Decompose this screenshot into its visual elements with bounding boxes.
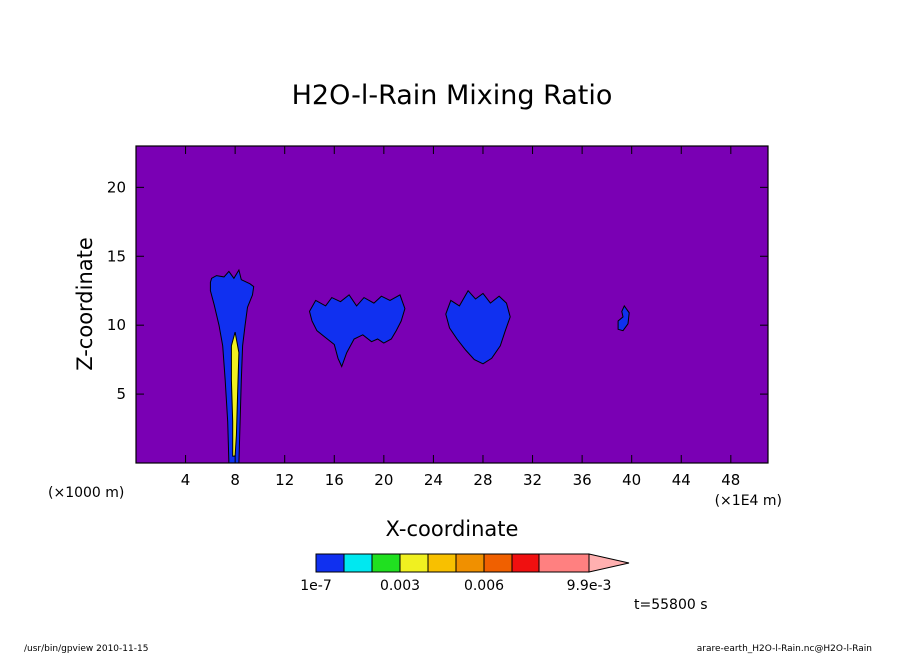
x-tick-label: 4 bbox=[181, 471, 191, 489]
y-tick-label: 10 bbox=[107, 316, 126, 334]
x-tick-label: 12 bbox=[275, 471, 294, 489]
x-tick-label: 36 bbox=[573, 471, 592, 489]
colorbar-label: 9.9e-3 bbox=[567, 578, 612, 594]
colorbar-swatch-1 bbox=[315, 553, 345, 573]
contour-region-4 bbox=[617, 304, 630, 332]
colorbar-extend-arrow bbox=[588, 553, 630, 573]
x-tick-label: 40 bbox=[622, 471, 641, 489]
x-unit-right: (×1E4 m) bbox=[715, 493, 782, 509]
colorbar-swatch-3 bbox=[371, 553, 401, 573]
colorbar-label: 0.006 bbox=[464, 578, 504, 594]
x-unit-left: (×1000 m) bbox=[48, 485, 124, 501]
colorbar: 1e-7 0.003 0.006 9.9e-3 bbox=[300, 553, 630, 594]
colorbar-swatch-9 bbox=[538, 553, 590, 573]
x-tick-label: 24 bbox=[424, 471, 443, 489]
y-axis-label: Z-coordinate bbox=[73, 237, 97, 371]
time-label: t=55800 s bbox=[634, 597, 708, 613]
colorbar-swatch-8 bbox=[511, 553, 540, 573]
footer-left: /usr/bin/gpview 2010-11-15 bbox=[24, 644, 148, 654]
contour-region-5 bbox=[230, 331, 240, 457]
colorbar-label: 0.003 bbox=[380, 578, 420, 594]
y-tick-label: 5 bbox=[116, 385, 126, 403]
colorbar-swatch-5 bbox=[427, 553, 457, 573]
colorbar-label: 1e-7 bbox=[300, 578, 331, 594]
y-tick-label: 15 bbox=[107, 247, 126, 265]
x-tick-label: 8 bbox=[230, 471, 240, 489]
contour-region-2 bbox=[308, 294, 406, 368]
x-tick-label: 48 bbox=[721, 471, 740, 489]
chart-title: H2O-l-Rain Mixing Ratio bbox=[292, 80, 613, 111]
contour-regions bbox=[209, 268, 630, 464]
y-tick-label: 20 bbox=[107, 178, 126, 196]
colorbar-swatch-7 bbox=[483, 553, 513, 573]
x-tick-label: 20 bbox=[374, 471, 393, 489]
x-tick-label: 32 bbox=[523, 471, 542, 489]
contour-region-3 bbox=[445, 289, 511, 365]
x-tick-label: 16 bbox=[325, 471, 344, 489]
x-tick-label: 44 bbox=[672, 471, 691, 489]
footer-right: arare-earth_H2O-l-Rain.nc@H2O-l-Rain bbox=[697, 644, 872, 654]
colorbar-swatch-4 bbox=[399, 553, 429, 573]
colorbar-swatch-2 bbox=[343, 553, 373, 573]
colorbar-swatch-6 bbox=[455, 553, 485, 573]
x-tick-label: 28 bbox=[473, 471, 492, 489]
x-axis-label: X-coordinate bbox=[386, 517, 519, 541]
plot-frame bbox=[135, 145, 769, 464]
